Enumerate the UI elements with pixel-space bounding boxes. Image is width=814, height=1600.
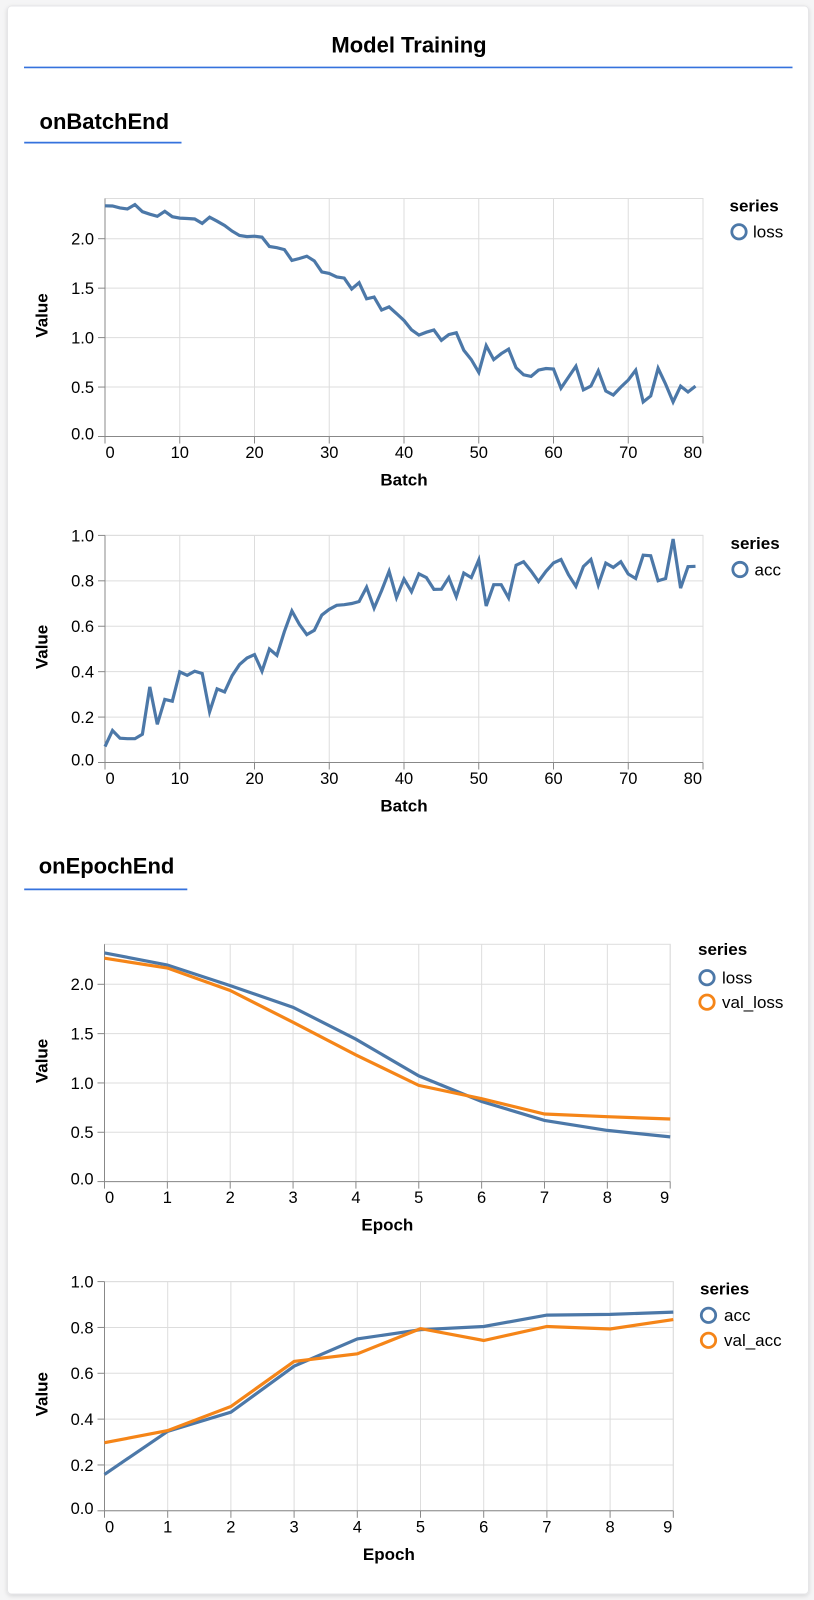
svg-text:loss: loss bbox=[753, 223, 783, 242]
svg-text:0.0: 0.0 bbox=[71, 752, 94, 770]
svg-text:60: 60 bbox=[544, 444, 562, 462]
svg-text:Epoch: Epoch bbox=[363, 1545, 415, 1564]
svg-text:0: 0 bbox=[105, 1518, 114, 1536]
svg-text:1.0: 1.0 bbox=[71, 1075, 94, 1093]
svg-text:40: 40 bbox=[395, 770, 413, 788]
svg-text:0: 0 bbox=[105, 1189, 114, 1207]
svg-text:30: 30 bbox=[320, 770, 338, 788]
svg-text:1.5: 1.5 bbox=[71, 280, 94, 298]
svg-text:Batch: Batch bbox=[380, 471, 427, 490]
svg-text:Value: Value bbox=[33, 1039, 52, 1083]
svg-text:9: 9 bbox=[660, 1189, 669, 1207]
svg-text:6: 6 bbox=[477, 1189, 486, 1207]
svg-text:5: 5 bbox=[416, 1518, 425, 1536]
svg-text:loss: loss bbox=[722, 969, 752, 988]
svg-text:0.8: 0.8 bbox=[71, 573, 94, 591]
svg-text:70: 70 bbox=[619, 444, 637, 462]
svg-text:8: 8 bbox=[603, 1189, 612, 1207]
svg-text:series: series bbox=[698, 940, 747, 959]
svg-text:0.6: 0.6 bbox=[71, 618, 94, 636]
svg-text:Value: Value bbox=[33, 293, 52, 337]
svg-text:onBatchEnd: onBatchEnd bbox=[40, 109, 170, 134]
svg-text:Model Training: Model Training bbox=[331, 33, 486, 58]
svg-text:0.8: 0.8 bbox=[71, 1319, 94, 1337]
svg-text:6: 6 bbox=[479, 1518, 488, 1536]
svg-text:7: 7 bbox=[542, 1518, 551, 1536]
svg-text:0.5: 0.5 bbox=[71, 379, 94, 397]
svg-text:2.0: 2.0 bbox=[71, 976, 94, 994]
svg-text:0.0: 0.0 bbox=[71, 426, 94, 444]
svg-text:Batch: Batch bbox=[380, 797, 427, 816]
svg-text:9: 9 bbox=[663, 1518, 672, 1536]
svg-text:0.0: 0.0 bbox=[71, 1500, 94, 1518]
svg-text:1: 1 bbox=[163, 1189, 172, 1207]
svg-text:0.6: 0.6 bbox=[71, 1365, 94, 1383]
svg-text:Value: Value bbox=[33, 625, 52, 669]
svg-text:0.2: 0.2 bbox=[71, 709, 94, 727]
svg-text:50: 50 bbox=[470, 444, 488, 462]
svg-text:7: 7 bbox=[540, 1189, 549, 1207]
svg-text:4: 4 bbox=[353, 1518, 362, 1536]
svg-text:0.5: 0.5 bbox=[71, 1124, 94, 1142]
svg-text:series: series bbox=[730, 197, 779, 216]
svg-text:70: 70 bbox=[619, 770, 637, 788]
svg-text:20: 20 bbox=[245, 770, 263, 788]
svg-text:1.0: 1.0 bbox=[71, 330, 94, 348]
svg-text:1.0: 1.0 bbox=[71, 1274, 94, 1292]
svg-text:acc: acc bbox=[755, 560, 782, 579]
svg-text:80: 80 bbox=[684, 770, 702, 788]
svg-text:3: 3 bbox=[290, 1518, 299, 1536]
svg-text:10: 10 bbox=[171, 770, 189, 788]
svg-text:1.0: 1.0 bbox=[71, 527, 94, 545]
svg-text:5: 5 bbox=[414, 1189, 423, 1207]
svg-text:1.5: 1.5 bbox=[71, 1026, 94, 1044]
svg-text:0.4: 0.4 bbox=[71, 1411, 94, 1429]
svg-text:20: 20 bbox=[245, 444, 263, 462]
svg-text:4: 4 bbox=[351, 1189, 360, 1207]
svg-text:2.0: 2.0 bbox=[71, 231, 94, 249]
svg-text:1: 1 bbox=[163, 1518, 172, 1536]
svg-text:2: 2 bbox=[226, 1189, 235, 1207]
svg-text:0: 0 bbox=[106, 770, 115, 788]
svg-text:30: 30 bbox=[320, 444, 338, 462]
svg-text:series: series bbox=[700, 1279, 749, 1298]
svg-text:Epoch: Epoch bbox=[361, 1216, 413, 1235]
svg-text:series: series bbox=[731, 534, 780, 553]
svg-text:0.2: 0.2 bbox=[71, 1457, 94, 1475]
svg-text:val_loss: val_loss bbox=[722, 993, 783, 1012]
svg-text:8: 8 bbox=[606, 1518, 615, 1536]
svg-text:40: 40 bbox=[395, 444, 413, 462]
svg-text:0: 0 bbox=[106, 444, 115, 462]
svg-text:onEpochEnd: onEpochEnd bbox=[39, 853, 175, 878]
svg-text:80: 80 bbox=[684, 444, 702, 462]
svg-text:50: 50 bbox=[470, 770, 488, 788]
svg-text:60: 60 bbox=[544, 770, 562, 788]
svg-text:acc: acc bbox=[724, 1306, 751, 1325]
svg-text:val_acc: val_acc bbox=[724, 1331, 782, 1350]
svg-text:Value: Value bbox=[33, 1372, 52, 1416]
svg-text:0.4: 0.4 bbox=[71, 664, 94, 682]
svg-text:3: 3 bbox=[288, 1189, 297, 1207]
svg-text:0.0: 0.0 bbox=[71, 1171, 94, 1189]
svg-text:2: 2 bbox=[226, 1518, 235, 1536]
svg-text:10: 10 bbox=[171, 444, 189, 462]
